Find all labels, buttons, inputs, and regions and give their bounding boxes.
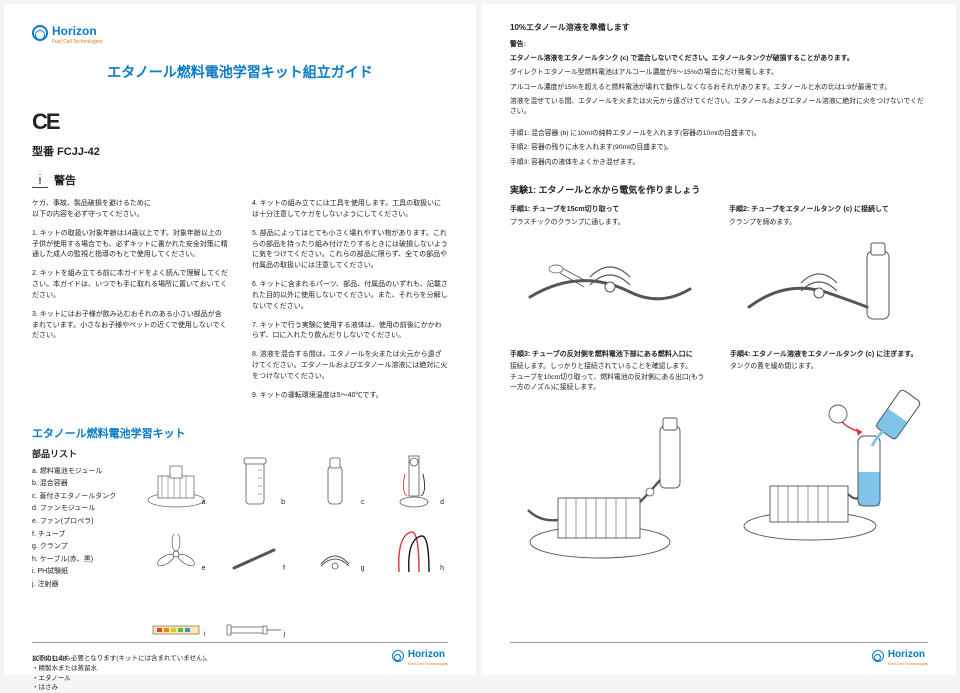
fig-f: f [222, 544, 290, 574]
warning-col-right: 4. キットの組み立てには工具を使用します。工具の取扱いには十分注意してケガをし… [252, 199, 448, 410]
fig-e: e [142, 534, 210, 574]
fig-label: c [361, 498, 365, 509]
prep-step: 手順3: 容器内の液体をよくかき混ぜます。 [510, 158, 928, 168]
kit-heading: エタノール燃料電池学習キット [32, 426, 448, 443]
brand-sub: Fuel Cell Technologies [408, 662, 448, 665]
prep-heading: 10%エタノール溶液を準備します [510, 22, 928, 34]
fig-label: d [440, 498, 444, 509]
parts-area: 部品リスト a. 燃料電池モジュール b. 混合容器 c. 蓋付きエタノールタン… [32, 448, 448, 640]
part-item: j. 注射器 [32, 579, 142, 592]
warning-label: 警告 [54, 173, 76, 190]
part-item: f. チューブ [32, 529, 142, 542]
fig-label: h [440, 564, 444, 575]
part-item: d. ファンモジュール [32, 503, 142, 516]
logo-ring-icon [392, 650, 404, 662]
warn-item: 8. 溶液を混合する間は、エタノールを火または火元から遠ざけてください。エタノー… [252, 350, 448, 383]
fig-b: b [222, 456, 290, 508]
brand-logo-footer: Horizon Fuel Cell Technologies [872, 647, 928, 665]
part-item: e. ファン(プロペラ) [32, 516, 142, 529]
warn-item: 4. キットの組み立てには工具を使用します。工具の取扱いには十分注意してケガをし… [252, 199, 448, 221]
step-body: プラスチックのクランプに通します。 [510, 218, 709, 228]
fig-label: i [204, 630, 206, 641]
brand-sub: Fuel Cell Technologies [888, 662, 928, 665]
step-body: タンクの蓋を緩め閉じます。 [730, 362, 930, 372]
fig-a: a [142, 460, 210, 508]
step3-illustration [510, 397, 710, 567]
brand-logo-footer: Horizon Fuel Cell Technologies [392, 647, 448, 665]
model-number: 型番 FCJJ-42 [32, 144, 448, 161]
fig-label: e [202, 564, 206, 575]
steps-row-1: 手順1: チューブを15cm切り取って プラスチックのクランプに通します。 手順… [510, 205, 928, 342]
brand-logo-top: Horizon Fuel Cell Technologies [32, 22, 448, 44]
fig-label: j [283, 630, 285, 641]
fig-label: b [281, 498, 285, 509]
step-title: 手順2: チューブをエタノールタンク (c) に接続して [729, 205, 928, 216]
step2-illustration [729, 232, 928, 342]
experiment-heading: 実験1: エタノールと水から電気を作りましょう [510, 184, 928, 198]
step-body: 接続します。しっかりと接続されていることを確認します。 チューブを10cm切り取… [510, 362, 710, 393]
fig-i: i [142, 620, 210, 640]
warning-columns: ケガ、事故、製品破損を避けるために 以下の内容を必ず守ってください。 1. キッ… [32, 199, 448, 410]
step-title: 手順1: チューブを15cm切り取って [510, 205, 709, 216]
step-title: 手順3: チューブの反対側を燃料電池下部にある燃料入口に [510, 350, 710, 361]
logo-ring-icon [872, 650, 884, 662]
warn-sublabel: 警告: [510, 40, 928, 50]
page-left: Horizon Fuel Cell Technologies エタノール燃料電池… [4, 4, 476, 675]
warning-triangle-icon: ! [32, 174, 48, 188]
brand-name: Horizon [888, 649, 925, 660]
step-4: 手順4: エタノール溶液をエタノールタンク (c) に注ぎます。 タンクの蓋を緩… [730, 350, 930, 567]
prep-step: 手順2: 容器の残りに水を入れます(90mlの目盛まで)。 [510, 143, 928, 153]
warn-line: アルコール濃度が15%を超えると燃料電池が壊れて動作しなくなるおそれがあります。… [510, 83, 928, 93]
warning-col-left: ケガ、事故、製品破損を避けるために 以下の内容を必ず守ってください。 1. キッ… [32, 199, 228, 410]
step-3: 手順3: チューブの反対側を燃料電池下部にある燃料入口に 接続します。しっかりと… [510, 350, 710, 567]
warn-item: 9. キットの運転環境温度は5〜40℃です。 [252, 391, 448, 402]
step-2: 手順2: チューブをエタノールタンク (c) に接続して クランプを締めます。 [729, 205, 928, 342]
fig-label: f [283, 564, 285, 575]
fig-j: j [222, 620, 290, 640]
parts-figures: a b c [142, 448, 448, 640]
part-item: a. 燃料電池モジュール [32, 466, 142, 479]
warn-item: 6. キットに含まれるパーツ、部品、付属品のいずれも、記載された目的以外に使用し… [252, 280, 448, 313]
step-title: 手順4: エタノール溶液をエタノールタンク (c) に注ぎます。 [730, 350, 930, 361]
fig-g: g [301, 544, 369, 574]
warn-item: 3. キットにはお子様が飲み込むおそれのある小さい部品が含まれています。小さなお… [32, 310, 228, 343]
brand-name: Horizon [408, 649, 445, 660]
steps-row-2: 手順3: チューブの反対側を燃料電池下部にある燃料入口に 接続します。しっかりと… [510, 350, 928, 567]
logo-ring-icon [32, 25, 48, 41]
part-item: g. クランプ [32, 541, 142, 554]
fig-c: c [301, 456, 369, 508]
warn-line: ダイレクトエタノール型燃料電池はアルコール濃度が5〜15%の場合にだけ発電します… [510, 68, 928, 78]
page-right: 10%エタノール溶液を準備します 警告: エタノール溶液をエタノールタンク (c… [482, 4, 956, 675]
part-item: i. PH試験紙 [32, 566, 142, 579]
part-item: b. 混合容器 [32, 478, 142, 491]
brand-sub: Fuel Cell Technologies [52, 40, 102, 44]
fig-label: a [202, 498, 206, 509]
parts-list-col: 部品リスト a. 燃料電池モジュール b. 混合容器 c. 蓋付きエタノールタン… [32, 448, 142, 640]
fig-d: d [381, 452, 449, 508]
ce-mark: CE [32, 105, 448, 138]
warn-item: 7. キットで行う実験に使用する液体は、使用の前後にかかわらず、口に入れたり飲ん… [252, 321, 448, 343]
doc-number: 300001148 [32, 655, 67, 666]
part-item: h. ケーブル(赤、黒) [32, 554, 142, 567]
page-title: エタノール燃料電池学習キット組立ガイド [32, 62, 448, 83]
step-1: 手順1: チューブを15cm切り取って プラスチックのクランプに通します。 [510, 205, 709, 342]
parts-list-heading: 部品リスト [32, 448, 142, 462]
warn-item: 2. キットを組み立てる前に本ガイドをよく読んで理解してください。本ガイドは、い… [32, 269, 228, 302]
step-body: クランプを締めます。 [729, 218, 928, 228]
page-footer: 300001148 Horizon Fuel Cell Technologies [32, 642, 448, 665]
warning-heading: ! 警告 [32, 173, 448, 190]
step1-illustration [510, 232, 709, 342]
warn-item: 5. 部品によってはとても小さく壊れやすい物があります。これらの部品を持ったり組… [252, 229, 448, 272]
fig-h: h [381, 524, 449, 574]
part-item: c. 蓋付きエタノールタンク [32, 491, 142, 504]
fig-label: g [361, 564, 365, 575]
warn-item: 1. キットの取扱い対象年齢は14歳以上です。対象年齢以上の子供が使用する場合で… [32, 229, 228, 262]
warning-intro: ケガ、事故、製品破損を避けるために 以下の内容を必ず守ってください。 [32, 199, 228, 221]
prep-step: 手順1: 混合容器 (b) に10mlの純粋エタノールを入れます(容器の10ml… [510, 129, 928, 139]
step4-illustration [730, 377, 930, 547]
brand-name: Horizon [52, 24, 97, 38]
warn-line-bold: エタノール溶液をエタノールタンク (c) で混合しないでください。エタノールタン… [510, 54, 928, 64]
page-footer: Horizon Fuel Cell Technologies [510, 642, 928, 665]
warn-line: 溶液を混ぜている間、エタノールを火または火元から遠ざけてください。エタノールおよ… [510, 97, 928, 117]
